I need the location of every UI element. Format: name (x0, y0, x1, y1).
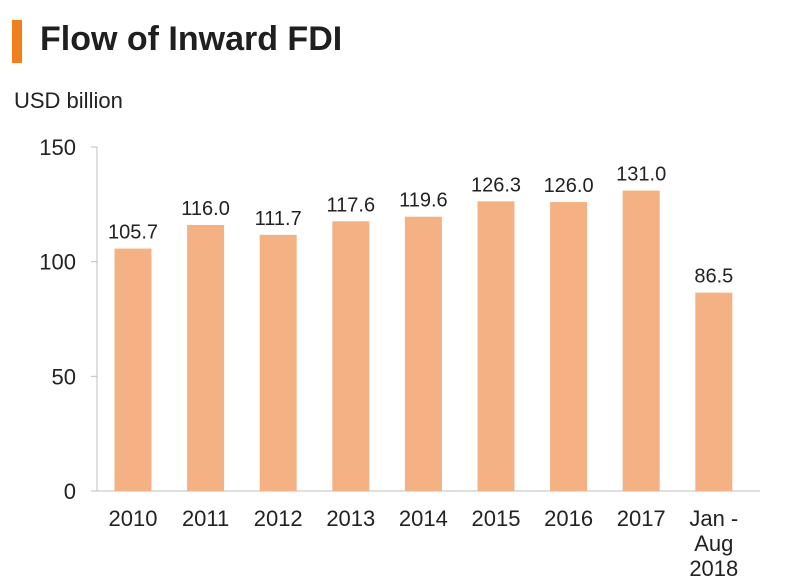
bar-value-label: 116.0 (181, 198, 230, 220)
x-tick-label: 2010 (109, 506, 158, 531)
x-tick-label: Aug (694, 531, 733, 556)
bar-value-label: 117.6 (327, 194, 376, 216)
bar-value-label: 86.5 (694, 266, 733, 288)
bar-value-label: 111.7 (255, 208, 302, 230)
y-tick-label: 0 (64, 479, 76, 504)
x-tick-label: 2011 (182, 506, 229, 531)
bar-value-label: 105.7 (108, 222, 158, 244)
bar (332, 221, 370, 491)
x-tick-label: 2017 (617, 506, 666, 531)
bar (259, 234, 297, 492)
bar (187, 224, 225, 491)
x-tick-label: 2014 (399, 506, 448, 531)
x-tick-label: 2015 (472, 506, 521, 531)
bar (622, 190, 660, 491)
chart-title: Flow of Inward FDI (40, 20, 343, 58)
bar-value-label: 126.0 (544, 175, 594, 197)
x-tick-label: Jan - (689, 506, 738, 531)
bar (550, 202, 588, 492)
bar-value-label: 119.6 (399, 190, 448, 212)
x-tick-label: 2013 (326, 506, 375, 531)
bar (477, 201, 515, 492)
x-tick-label: 2012 (254, 506, 303, 531)
bar (404, 216, 442, 491)
bar-value-label: 131.0 (616, 164, 666, 186)
title-accent-bar (12, 20, 22, 63)
x-tick-label: 2018 (689, 556, 738, 581)
bar (114, 248, 152, 491)
y-tick-label: 150 (39, 135, 76, 160)
y-tick-label: 50 (52, 364, 76, 389)
bar-value-label: 126.3 (471, 174, 521, 196)
y-tick-label: 100 (39, 250, 76, 275)
bar (695, 292, 733, 491)
y-axis-unit-label: USD billion (14, 88, 123, 113)
x-tick-label: 2016 (544, 506, 593, 531)
